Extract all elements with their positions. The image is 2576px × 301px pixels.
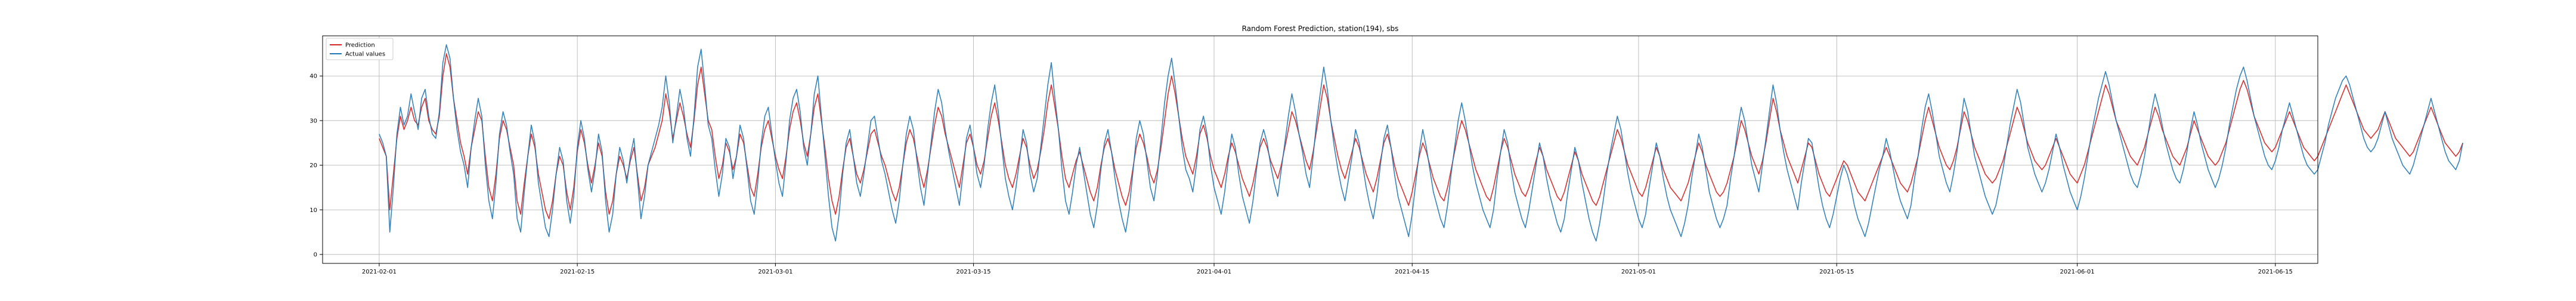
x-tick-label: 2021-06-01 — [2060, 269, 2095, 275]
x-tick-label: 2021-03-15 — [956, 269, 991, 275]
grid-layer — [323, 36, 2318, 263]
y-tick-label: 0 — [314, 252, 317, 259]
x-tick-label: 2021-02-15 — [560, 269, 595, 275]
x-tick-label: 2021-05-01 — [1621, 269, 1656, 275]
series-layer — [379, 44, 2463, 242]
x-tick-label: 2021-05-15 — [1819, 269, 1854, 275]
series-line-actual — [379, 44, 2463, 242]
y-tick-label: 30 — [309, 118, 317, 124]
x-tick-label: 2021-04-01 — [1197, 269, 1231, 275]
plot-frame — [322, 35, 2318, 264]
series-line-prediction — [379, 53, 2463, 220]
x-tick-label: 2021-06-15 — [2258, 269, 2293, 275]
x-tick-label: 2021-04-15 — [1395, 269, 1429, 275]
x-tick-label: 2021-03-01 — [758, 269, 792, 275]
y-tick-label: 20 — [309, 162, 317, 169]
axis-layer: 0 10 20 30 40 2021-02-01 2021-02-15 2021-03-01 2… — [309, 73, 2293, 275]
legend: Prediction Actual values — [326, 38, 394, 60]
chart-title: Random Forest Prediction, station(194), … — [1242, 24, 1399, 33]
y-tick-label: 40 — [309, 73, 317, 80]
y-tick-label: 10 — [309, 207, 317, 214]
legend-label-prediction: Prediction — [345, 42, 375, 49]
legend-box — [326, 38, 394, 60]
legend-label-actual: Actual values — [345, 51, 385, 58]
x-tick-label: 2021-02-01 — [362, 269, 397, 275]
